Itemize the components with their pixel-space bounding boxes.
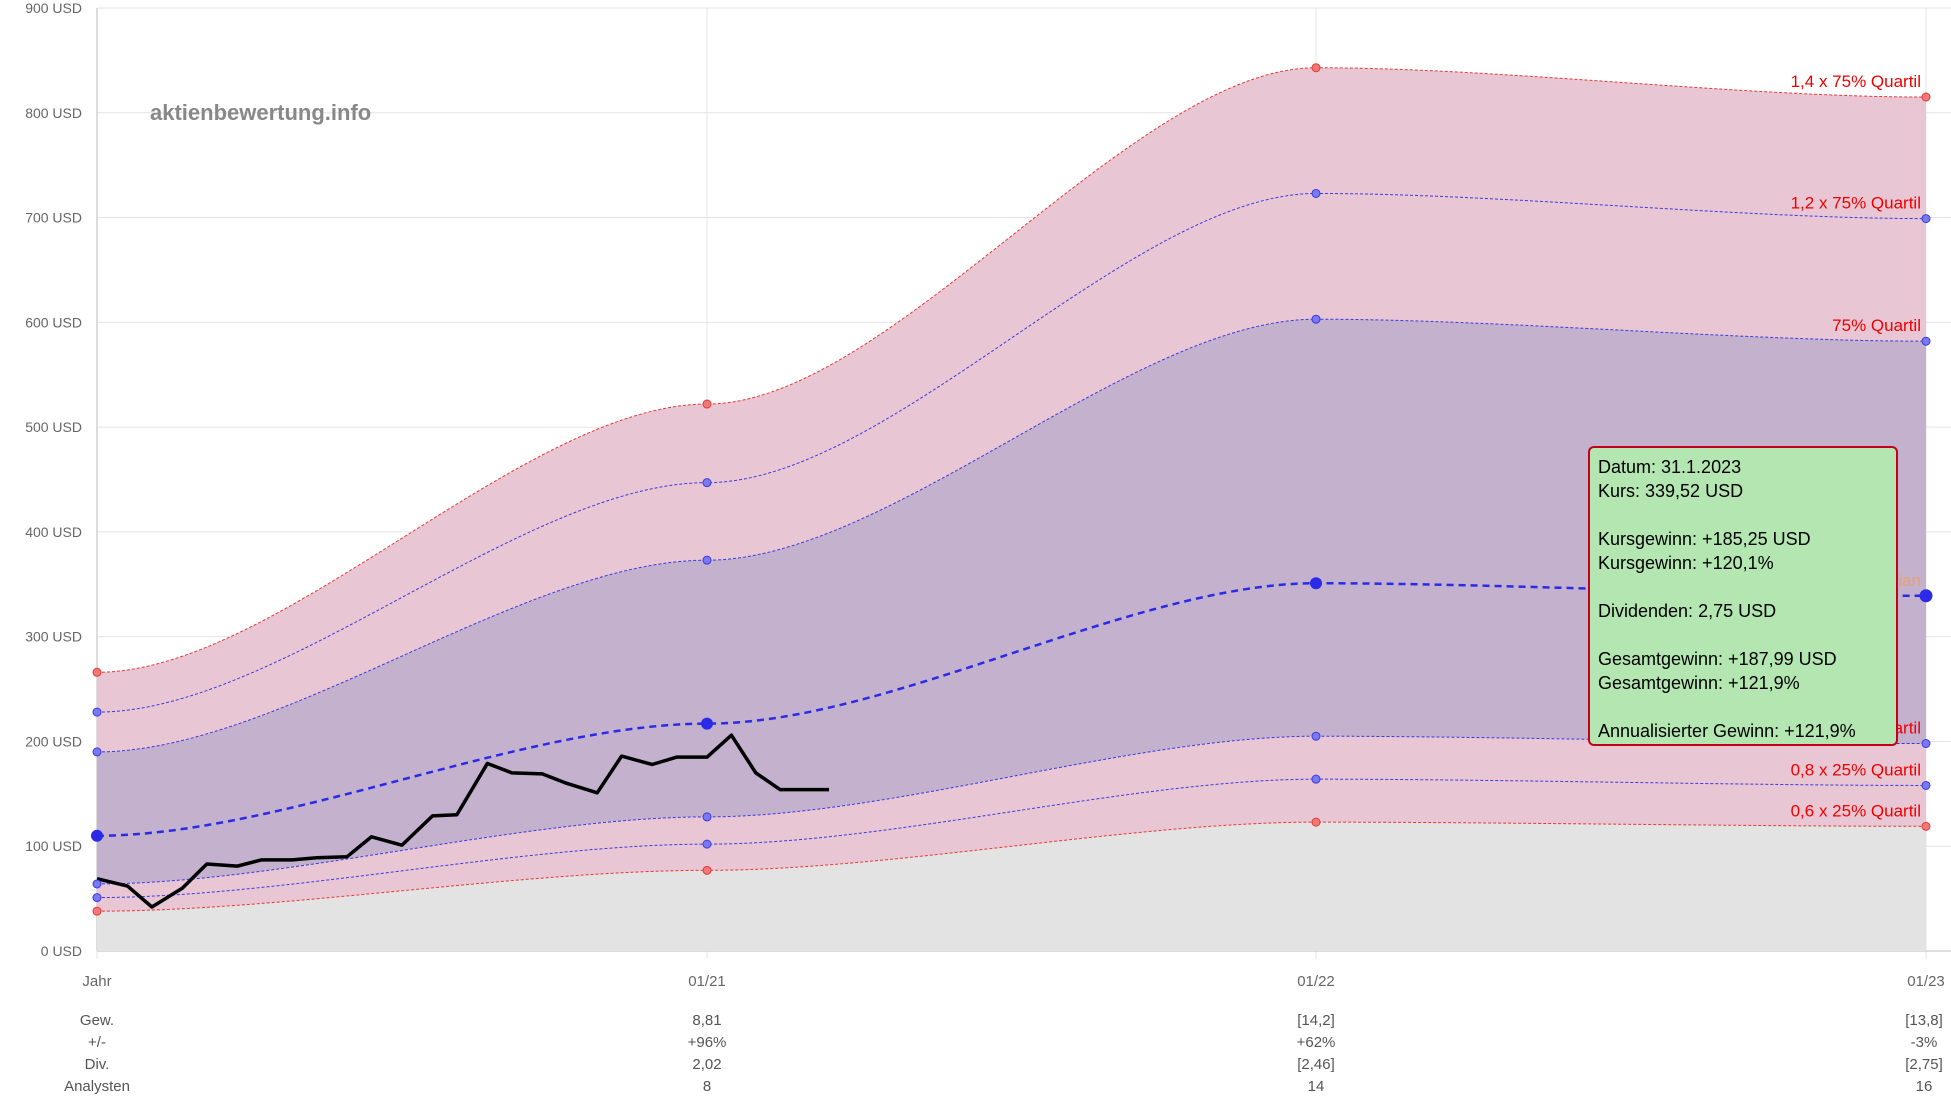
row-value: [13,8] bbox=[1905, 1012, 1943, 1029]
row-value: 8,81 bbox=[692, 1012, 721, 1029]
y-tick-label: 800 USD bbox=[25, 105, 82, 121]
band-point bbox=[1921, 336, 1931, 346]
band-point bbox=[1311, 63, 1321, 73]
band-line bbox=[96, 67, 1927, 673]
y-tick-label: 100 USD bbox=[25, 838, 82, 854]
band-point bbox=[702, 812, 712, 822]
tooltip-dividenden: Dividenden: 2,75 USD bbox=[1598, 601, 1777, 621]
tooltip-kursgewinn-pct: Kursgewinn: +120,1% bbox=[1598, 553, 1774, 573]
band-point bbox=[1311, 774, 1321, 784]
band-point bbox=[92, 893, 102, 903]
tooltip-kursgewinn-usd: Kursgewinn: +185,25 USD bbox=[1598, 529, 1811, 549]
row-label: Gew. bbox=[80, 1012, 114, 1029]
band-areas bbox=[97, 67, 1926, 951]
band-point bbox=[701, 717, 713, 730]
band-labels: 1,4 x 75% Quartil 1,2 x 75% Quartil 75% Qu… bbox=[1791, 72, 1921, 820]
band-point bbox=[702, 399, 712, 409]
price-line-path bbox=[96, 733, 829, 909]
row-value: 14 bbox=[1308, 1078, 1325, 1095]
band-line bbox=[96, 581, 1927, 837]
row-value: 8 bbox=[703, 1078, 711, 1095]
band-label: 0,8 x 25% Quartil bbox=[1791, 760, 1921, 779]
bottom-rows: Gew. 8,81 [14,2] [13,8] +/- +96% +62% -3% Div. 2,… bbox=[64, 1012, 1943, 1095]
row-label: Div. bbox=[85, 1056, 110, 1073]
band-points bbox=[91, 63, 1933, 916]
row-value: 16 bbox=[1916, 1078, 1933, 1095]
band-point bbox=[1921, 821, 1931, 831]
band-line bbox=[96, 192, 1927, 713]
band-point bbox=[92, 906, 102, 916]
tooltip-gesamtgewinn-usd: Gesamtgewinn: +187,99 USD bbox=[1598, 649, 1837, 669]
row-value: -3% bbox=[1911, 1034, 1938, 1051]
x-tick-label: 01/22 bbox=[1297, 973, 1335, 990]
area-middle bbox=[97, 319, 1926, 884]
band-point bbox=[1921, 214, 1931, 224]
y-tick-label: 600 USD bbox=[25, 314, 82, 330]
row-value: [2,75] bbox=[1905, 1056, 1943, 1073]
row-value: 2,02 bbox=[692, 1056, 721, 1073]
tooltip-kurs: Kurs: 339,52 USD bbox=[1598, 481, 1744, 501]
band-point bbox=[702, 478, 712, 488]
band-line bbox=[96, 821, 1927, 912]
row-value: +96% bbox=[688, 1034, 727, 1051]
band-line bbox=[96, 318, 1927, 753]
band-point bbox=[702, 839, 712, 849]
band-label: 0,6 x 25% Quartil bbox=[1791, 801, 1921, 820]
band-label: 1,4 x 75% Quartil bbox=[1791, 72, 1921, 91]
band-point bbox=[1310, 577, 1322, 590]
y-tick-label: 300 USD bbox=[25, 629, 82, 645]
band-point bbox=[92, 879, 102, 889]
band-point bbox=[1311, 188, 1321, 198]
tooltip-annualisiert: Annualisierter Gewinn: +121,9% bbox=[1598, 721, 1856, 741]
row-value: +62% bbox=[1297, 1034, 1336, 1051]
band-point bbox=[1921, 92, 1931, 102]
median-highlight-point bbox=[1919, 589, 1933, 603]
x-tick-label: 01/23 bbox=[1907, 973, 1945, 990]
y-axis-ticks: 0 USD 100 USD 200 USD 300 USD 400 USD 500 USD… bbox=[25, 0, 82, 959]
band-point bbox=[1311, 314, 1321, 324]
tooltip: Datum: 31.1.2023 Kurs: 339,52 USD Kursge… bbox=[1588, 446, 1898, 746]
y-tick-label: 0 USD bbox=[41, 943, 82, 959]
area-lower bbox=[97, 736, 1926, 912]
band-point bbox=[92, 667, 102, 677]
band-point bbox=[702, 555, 712, 565]
watermark: aktienbewertung.info bbox=[150, 100, 371, 125]
area-bottom bbox=[97, 822, 1926, 951]
x-tick-label: 01/21 bbox=[688, 973, 726, 990]
band-point bbox=[1921, 780, 1931, 790]
y-tick-label: 900 USD bbox=[25, 0, 82, 16]
band-point bbox=[91, 829, 103, 842]
x-tick-label: Jahr bbox=[82, 973, 111, 990]
band-label: 75% Quartil bbox=[1832, 316, 1921, 335]
row-value: [14,2] bbox=[1297, 1012, 1335, 1029]
area-upper bbox=[97, 67, 1926, 752]
row-label: +/- bbox=[88, 1034, 106, 1051]
y-tick-label: 500 USD bbox=[25, 419, 82, 435]
x-axis-ticks: Jahr 01/21 01/22 01/23 bbox=[82, 973, 1944, 990]
band-line bbox=[96, 735, 1927, 885]
band-point bbox=[702, 865, 712, 875]
row-label: Analysten bbox=[64, 1078, 130, 1095]
y-tick-label: 700 USD bbox=[25, 210, 82, 226]
row-value: [2,46] bbox=[1297, 1056, 1335, 1073]
band-point bbox=[1311, 817, 1321, 827]
y-tick-label: 400 USD bbox=[25, 524, 82, 540]
tooltip-datum: Datum: 31.1.2023 bbox=[1598, 457, 1742, 477]
band-point bbox=[92, 707, 102, 717]
band-label: 1,2 x 75% Quartil bbox=[1791, 194, 1921, 213]
band-lines bbox=[96, 67, 1927, 912]
price-line bbox=[96, 733, 829, 909]
band-point bbox=[1311, 731, 1321, 741]
band-line bbox=[96, 778, 1927, 899]
tooltip-gesamtgewinn-pct: Gesamtgewinn: +121,9% bbox=[1598, 673, 1800, 693]
y-tick-label: 200 USD bbox=[25, 733, 82, 749]
band-point bbox=[1921, 739, 1931, 749]
band-point bbox=[92, 747, 102, 757]
